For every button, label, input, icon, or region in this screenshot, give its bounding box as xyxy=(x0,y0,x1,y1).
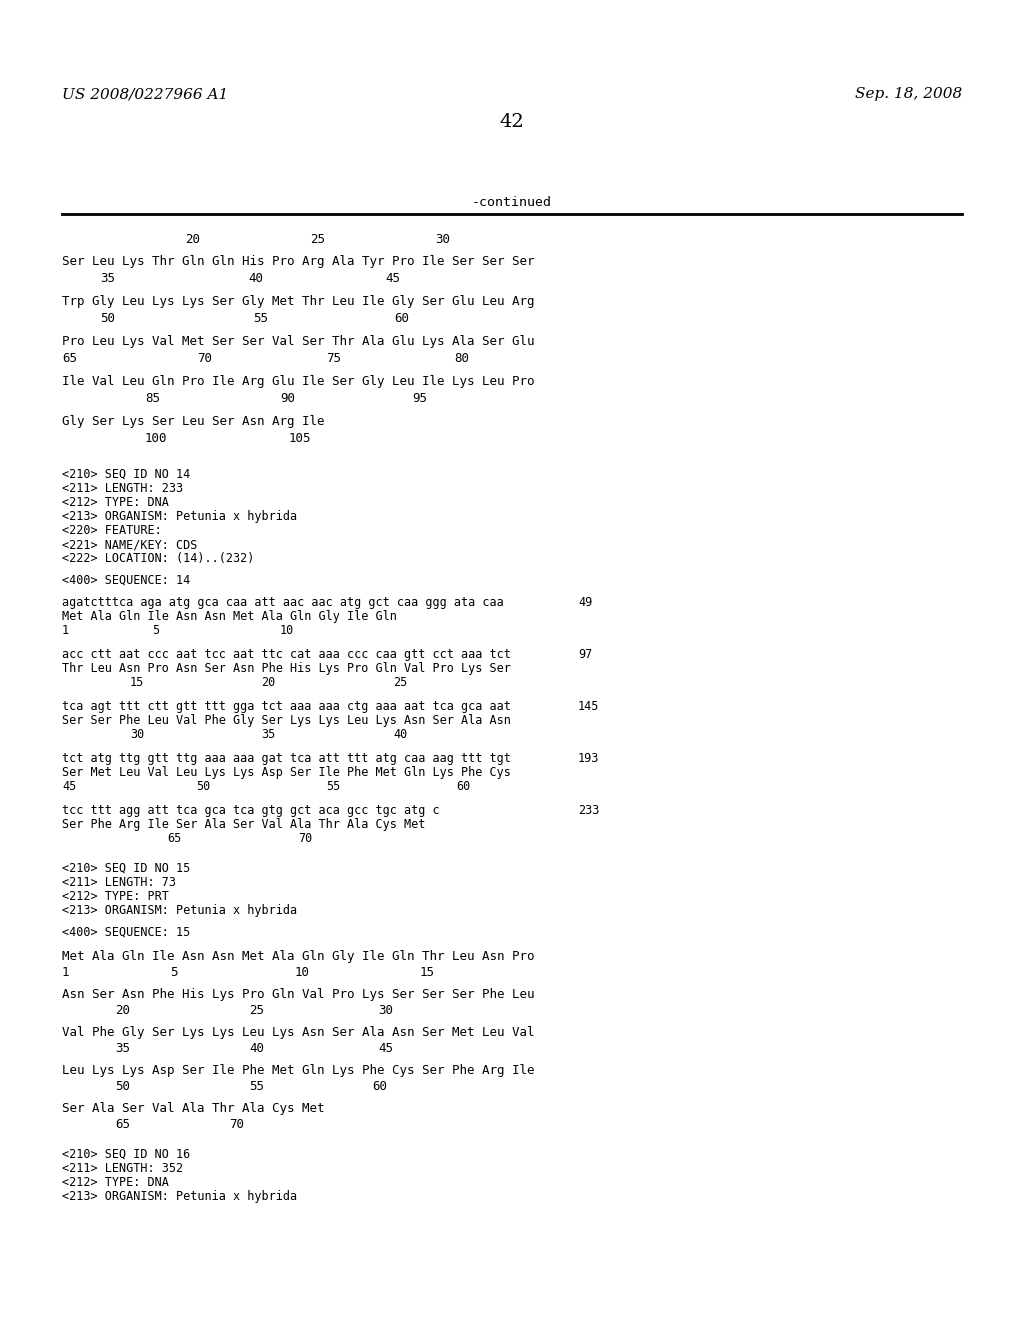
Text: 10: 10 xyxy=(280,624,294,638)
Text: 145: 145 xyxy=(578,700,599,713)
Text: 42: 42 xyxy=(500,114,524,131)
Text: 25: 25 xyxy=(310,234,325,246)
Text: 60: 60 xyxy=(456,780,470,793)
Text: Trp Gly Leu Lys Lys Ser Gly Met Thr Leu Ile Gly Ser Glu Leu Arg: Trp Gly Leu Lys Lys Ser Gly Met Thr Leu … xyxy=(62,294,535,308)
Text: <211> LENGTH: 233: <211> LENGTH: 233 xyxy=(62,482,183,495)
Text: 35: 35 xyxy=(100,272,115,285)
Text: tcc ttt agg att tca gca tca gtg gct aca gcc tgc atg c: tcc ttt agg att tca gca tca gtg gct aca … xyxy=(62,804,439,817)
Text: 50: 50 xyxy=(100,312,115,325)
Text: 25: 25 xyxy=(393,676,408,689)
Text: 70: 70 xyxy=(197,352,212,366)
Text: <400> SEQUENCE: 15: <400> SEQUENCE: 15 xyxy=(62,927,190,939)
Text: 30: 30 xyxy=(378,1005,393,1016)
Text: acc ctt aat ccc aat tcc aat ttc cat aaa ccc caa gtt cct aaa tct: acc ctt aat ccc aat tcc aat ttc cat aaa … xyxy=(62,648,511,661)
Text: 55: 55 xyxy=(249,1080,264,1093)
Text: 45: 45 xyxy=(62,780,76,793)
Text: 105: 105 xyxy=(289,432,311,445)
Text: Sep. 18, 2008: Sep. 18, 2008 xyxy=(855,87,962,102)
Text: <210> SEQ ID NO 16: <210> SEQ ID NO 16 xyxy=(62,1148,190,1162)
Text: -continued: -continued xyxy=(472,195,552,209)
Text: <221> NAME/KEY: CDS: <221> NAME/KEY: CDS xyxy=(62,539,198,550)
Text: agatctttca aga atg gca caa att aac aac atg gct caa ggg ata caa: agatctttca aga atg gca caa att aac aac a… xyxy=(62,597,504,609)
Text: 60: 60 xyxy=(372,1080,387,1093)
Text: 40: 40 xyxy=(393,729,408,741)
Text: 75: 75 xyxy=(326,352,341,366)
Text: 65: 65 xyxy=(167,832,181,845)
Text: 1: 1 xyxy=(62,966,70,979)
Text: Pro Leu Lys Val Met Ser Ser Val Ser Thr Ala Glu Lys Ala Ser Glu: Pro Leu Lys Val Met Ser Ser Val Ser Thr … xyxy=(62,335,535,348)
Text: 97: 97 xyxy=(578,648,592,661)
Text: Thr Leu Asn Pro Asn Ser Asn Phe His Lys Pro Gln Val Pro Lys Ser: Thr Leu Asn Pro Asn Ser Asn Phe His Lys … xyxy=(62,663,511,675)
Text: <211> LENGTH: 352: <211> LENGTH: 352 xyxy=(62,1162,183,1175)
Text: <213> ORGANISM: Petunia x hybrida: <213> ORGANISM: Petunia x hybrida xyxy=(62,510,297,523)
Text: 70: 70 xyxy=(229,1118,244,1131)
Text: 90: 90 xyxy=(280,392,295,405)
Text: 80: 80 xyxy=(454,352,469,366)
Text: 5: 5 xyxy=(152,624,159,638)
Text: <213> ORGANISM: Petunia x hybrida: <213> ORGANISM: Petunia x hybrida xyxy=(62,904,297,917)
Text: 5: 5 xyxy=(170,966,177,979)
Text: 65: 65 xyxy=(62,352,77,366)
Text: 15: 15 xyxy=(420,966,435,979)
Text: US 2008/0227966 A1: US 2008/0227966 A1 xyxy=(62,87,228,102)
Text: Ser Ser Phe Leu Val Phe Gly Ser Lys Lys Leu Lys Asn Ser Ala Asn: Ser Ser Phe Leu Val Phe Gly Ser Lys Lys … xyxy=(62,714,511,727)
Text: 25: 25 xyxy=(249,1005,264,1016)
Text: 1: 1 xyxy=(62,624,70,638)
Text: 35: 35 xyxy=(261,729,275,741)
Text: 65: 65 xyxy=(115,1118,130,1131)
Text: 50: 50 xyxy=(115,1080,130,1093)
Text: 193: 193 xyxy=(578,752,599,766)
Text: <220> FEATURE:: <220> FEATURE: xyxy=(62,524,162,537)
Text: 15: 15 xyxy=(130,676,144,689)
Text: 60: 60 xyxy=(394,312,409,325)
Text: <212> TYPE: DNA: <212> TYPE: DNA xyxy=(62,496,169,510)
Text: 55: 55 xyxy=(253,312,268,325)
Text: 10: 10 xyxy=(295,966,310,979)
Text: 55: 55 xyxy=(326,780,340,793)
Text: 20: 20 xyxy=(185,234,200,246)
Text: tca agt ttt ctt gtt ttt gga tct aaa aaa ctg aaa aat tca gca aat: tca agt ttt ctt gtt ttt gga tct aaa aaa … xyxy=(62,700,511,713)
Text: Val Phe Gly Ser Lys Lys Leu Lys Asn Ser Ala Asn Ser Met Leu Val: Val Phe Gly Ser Lys Lys Leu Lys Asn Ser … xyxy=(62,1026,535,1039)
Text: Met Ala Gln Ile Asn Asn Met Ala Gln Gly Ile Gln Thr Leu Asn Pro: Met Ala Gln Ile Asn Asn Met Ala Gln Gly … xyxy=(62,950,535,964)
Text: 70: 70 xyxy=(298,832,312,845)
Text: tct atg ttg gtt ttg aaa aaa gat tca att ttt atg caa aag ttt tgt: tct atg ttg gtt ttg aaa aaa gat tca att … xyxy=(62,752,511,766)
Text: Ser Ala Ser Val Ala Thr Ala Cys Met: Ser Ala Ser Val Ala Thr Ala Cys Met xyxy=(62,1102,325,1115)
Text: <210> SEQ ID NO 14: <210> SEQ ID NO 14 xyxy=(62,469,190,480)
Text: Met Ala Gln Ile Asn Asn Met Ala Gln Gly Ile Gln: Met Ala Gln Ile Asn Asn Met Ala Gln Gly … xyxy=(62,610,397,623)
Text: 45: 45 xyxy=(385,272,400,285)
Text: <400> SEQUENCE: 14: <400> SEQUENCE: 14 xyxy=(62,574,190,587)
Text: <222> LOCATION: (14)..(232): <222> LOCATION: (14)..(232) xyxy=(62,552,254,565)
Text: Ile Val Leu Gln Pro Ile Arg Glu Ile Ser Gly Leu Ile Lys Leu Pro: Ile Val Leu Gln Pro Ile Arg Glu Ile Ser … xyxy=(62,375,535,388)
Text: <210> SEQ ID NO 15: <210> SEQ ID NO 15 xyxy=(62,862,190,875)
Text: <211> LENGTH: 73: <211> LENGTH: 73 xyxy=(62,876,176,888)
Text: 50: 50 xyxy=(196,780,210,793)
Text: 35: 35 xyxy=(115,1041,130,1055)
Text: Ser Phe Arg Ile Ser Ala Ser Val Ala Thr Ala Cys Met: Ser Phe Arg Ile Ser Ala Ser Val Ala Thr … xyxy=(62,818,425,832)
Text: Gly Ser Lys Ser Leu Ser Asn Arg Ile: Gly Ser Lys Ser Leu Ser Asn Arg Ile xyxy=(62,414,325,428)
Text: 233: 233 xyxy=(578,804,599,817)
Text: <212> TYPE: PRT: <212> TYPE: PRT xyxy=(62,890,169,903)
Text: 49: 49 xyxy=(578,597,592,609)
Text: <212> TYPE: DNA: <212> TYPE: DNA xyxy=(62,1176,169,1189)
Text: 40: 40 xyxy=(248,272,263,285)
Text: 30: 30 xyxy=(130,729,144,741)
Text: 30: 30 xyxy=(435,234,450,246)
Text: Ser Met Leu Val Leu Lys Lys Asp Ser Ile Phe Met Gln Lys Phe Cys: Ser Met Leu Val Leu Lys Lys Asp Ser Ile … xyxy=(62,766,511,779)
Text: 100: 100 xyxy=(145,432,168,445)
Text: 20: 20 xyxy=(115,1005,130,1016)
Text: 40: 40 xyxy=(249,1041,264,1055)
Text: Ser Leu Lys Thr Gln Gln His Pro Arg Ala Tyr Pro Ile Ser Ser Ser: Ser Leu Lys Thr Gln Gln His Pro Arg Ala … xyxy=(62,255,535,268)
Text: 20: 20 xyxy=(261,676,275,689)
Text: <213> ORGANISM: Petunia x hybrida: <213> ORGANISM: Petunia x hybrida xyxy=(62,1191,297,1203)
Text: 85: 85 xyxy=(145,392,160,405)
Text: Asn Ser Asn Phe His Lys Pro Gln Val Pro Lys Ser Ser Ser Phe Leu: Asn Ser Asn Phe His Lys Pro Gln Val Pro … xyxy=(62,987,535,1001)
Text: 95: 95 xyxy=(412,392,427,405)
Text: Leu Lys Lys Asp Ser Ile Phe Met Gln Lys Phe Cys Ser Phe Arg Ile: Leu Lys Lys Asp Ser Ile Phe Met Gln Lys … xyxy=(62,1064,535,1077)
Text: 45: 45 xyxy=(378,1041,393,1055)
